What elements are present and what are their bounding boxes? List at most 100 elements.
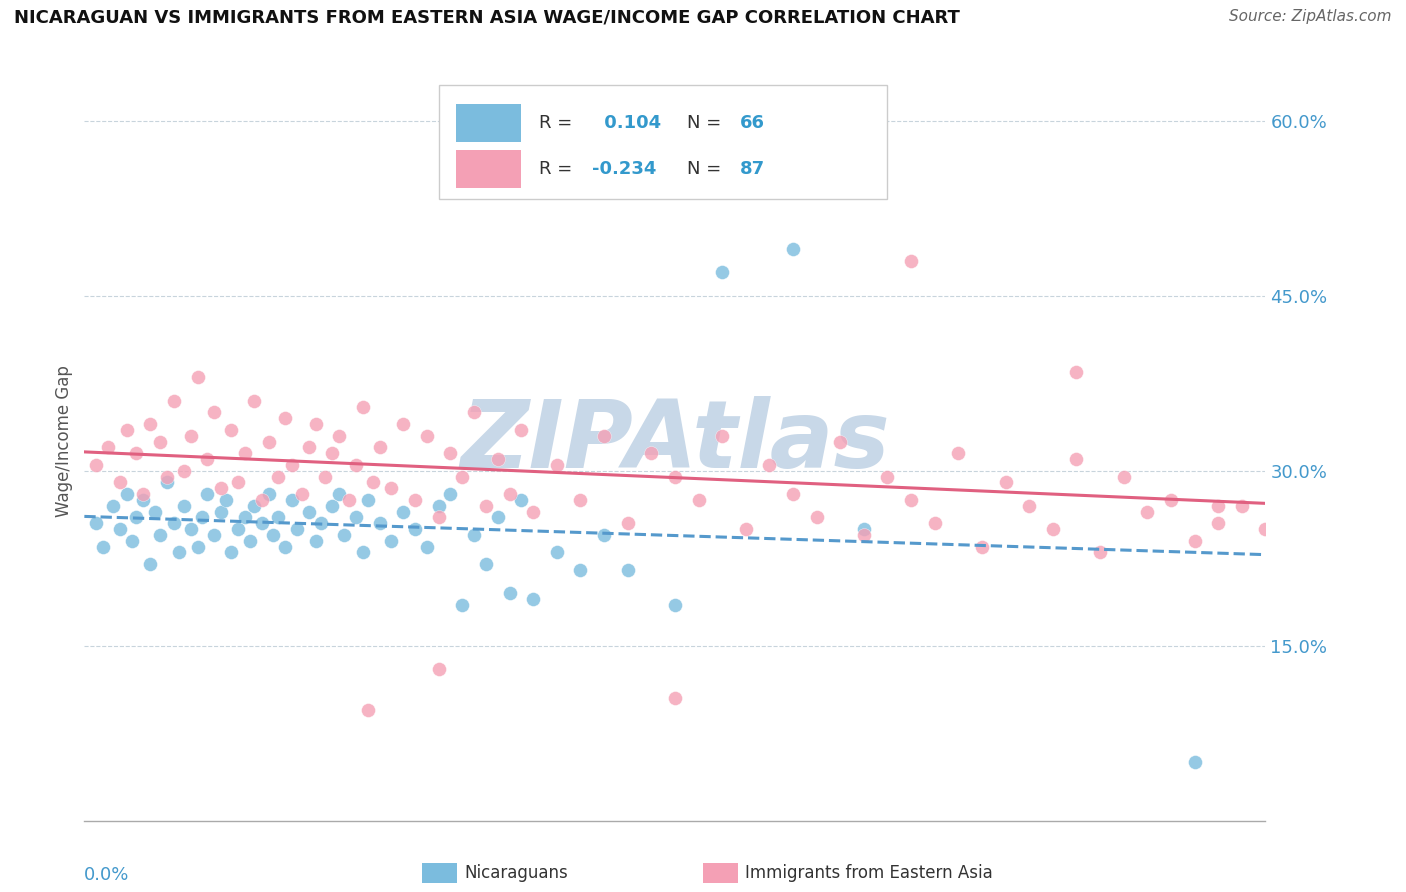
Point (1066, 452, 1088, 467)
Point (125, 510, 148, 524)
Point (852, 528, 875, 542)
Point (486, 510, 509, 524)
Text: NICARAGUAN VS IMMIGRANTS FROM EASTERN ASIA WAGE/INCOME GAP CORRELATION CHART: NICARAGUAN VS IMMIGRANTS FROM EASTERN AS… (14, 9, 960, 27)
Point (758, 458, 780, 472)
Point (191, 510, 214, 524)
Point (1184, 533, 1206, 548)
Point (257, 487, 280, 501)
Text: 87: 87 (740, 160, 765, 178)
Point (187, 540, 209, 554)
Point (262, 528, 284, 542)
Point (352, 400, 374, 414)
Point (267, 510, 290, 524)
Text: 0.104: 0.104 (598, 114, 661, 132)
Point (1254, 522, 1277, 536)
Point (281, 492, 304, 507)
Point (380, 533, 402, 548)
Point (215, 492, 238, 507)
Point (475, 557, 498, 571)
Point (328, 487, 350, 501)
Point (970, 540, 993, 554)
Point (782, 487, 804, 501)
Point (156, 469, 179, 483)
Point (305, 533, 328, 548)
Point (173, 464, 195, 478)
Point (593, 528, 616, 542)
Point (1042, 522, 1064, 536)
Point (285, 522, 308, 536)
Point (427, 499, 450, 513)
Point (321, 446, 343, 460)
Point (1206, 516, 1229, 531)
Point (830, 434, 852, 449)
Point (510, 492, 533, 507)
Point (616, 516, 638, 531)
Point (180, 522, 202, 536)
Text: R =: R = (538, 160, 578, 178)
Point (344, 510, 367, 524)
Point (368, 441, 391, 455)
Point (163, 393, 186, 408)
Point (187, 370, 209, 384)
Point (1184, 756, 1206, 770)
Point (463, 405, 485, 419)
Point (328, 428, 350, 442)
Point (357, 703, 380, 717)
Point (250, 516, 273, 531)
Point (734, 522, 756, 536)
Point (97, 441, 120, 455)
Point (486, 452, 509, 467)
Point (243, 499, 266, 513)
Point (569, 492, 592, 507)
Point (291, 487, 314, 501)
Point (593, 428, 616, 442)
Point (333, 528, 356, 542)
Point (392, 417, 415, 431)
Y-axis label: Wage/Income Gap: Wage/Income Gap (55, 366, 73, 517)
Point (91, 540, 114, 554)
Point (593, 125, 616, 139)
Point (664, 598, 686, 612)
Point (664, 691, 686, 706)
Text: N =: N = (686, 114, 727, 132)
Point (139, 557, 162, 571)
Point (416, 540, 439, 554)
Point (115, 423, 138, 437)
Point (451, 469, 474, 483)
Point (139, 417, 162, 431)
Point (195, 452, 218, 467)
FancyBboxPatch shape (457, 150, 522, 187)
Point (900, 253, 922, 268)
Point (274, 540, 297, 554)
Text: ZIPAtlas: ZIPAtlas (460, 395, 890, 488)
Point (257, 434, 280, 449)
Text: 0.0%: 0.0% (84, 866, 129, 884)
Point (149, 434, 172, 449)
Point (380, 481, 402, 495)
Point (688, 492, 710, 507)
Point (427, 662, 450, 676)
Point (711, 265, 734, 279)
Point (321, 499, 343, 513)
Point (219, 545, 242, 559)
Point (994, 475, 1017, 490)
Point (202, 405, 225, 419)
Point (305, 417, 328, 431)
Point (711, 428, 734, 442)
Point (546, 458, 568, 472)
FancyBboxPatch shape (457, 104, 522, 142)
Point (195, 487, 218, 501)
Point (180, 428, 202, 442)
Point (1230, 499, 1253, 513)
Point (163, 516, 186, 531)
Point (108, 522, 131, 536)
Point (498, 586, 520, 600)
Point (510, 423, 533, 437)
Point (427, 510, 450, 524)
Point (121, 533, 143, 548)
Point (115, 487, 138, 501)
Point (281, 458, 304, 472)
Point (209, 481, 232, 495)
Point (156, 475, 179, 490)
Point (1136, 504, 1159, 518)
